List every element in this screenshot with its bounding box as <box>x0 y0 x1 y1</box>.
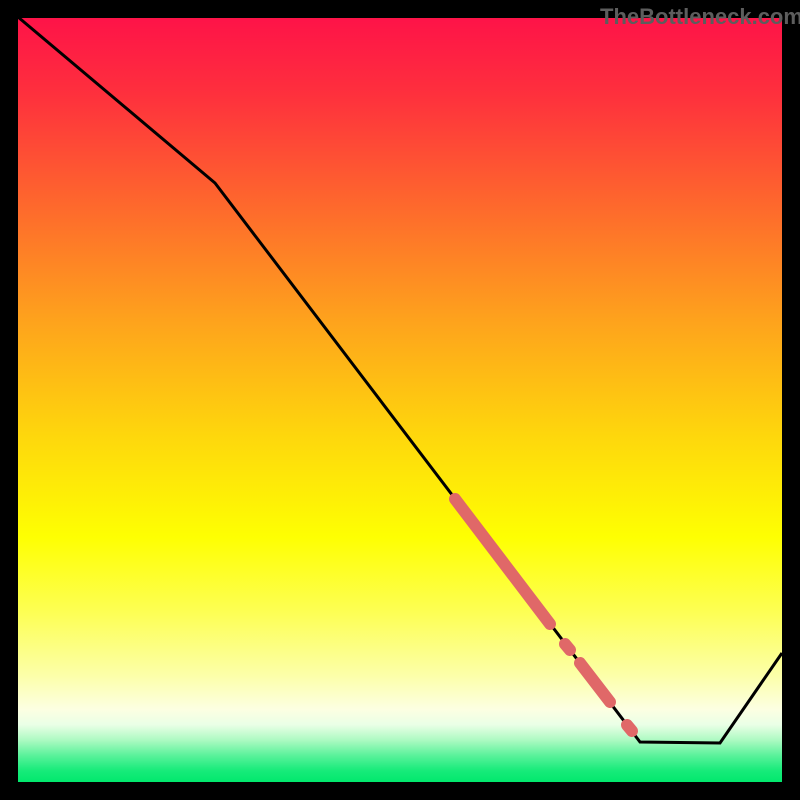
highlight-segment <box>565 644 570 650</box>
plot-gradient-area <box>18 18 782 782</box>
watermark-text: TheBottleneck.com <box>600 4 800 30</box>
highlight-segment <box>627 725 632 731</box>
bottleneck-gradient-chart <box>0 0 800 800</box>
